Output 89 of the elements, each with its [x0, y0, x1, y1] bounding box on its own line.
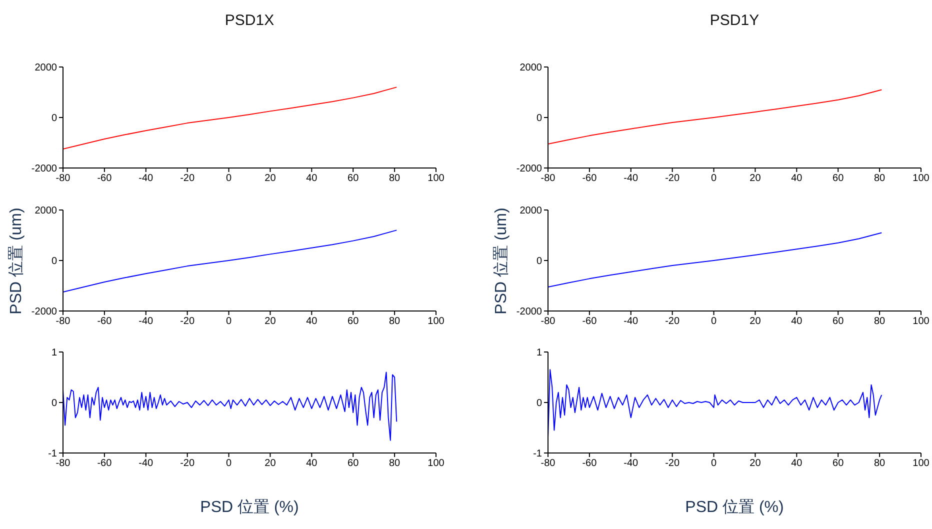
x-tick-label: 0	[710, 458, 717, 470]
x-tick-label: -40	[138, 458, 154, 470]
x-tick-label: -80	[540, 316, 556, 328]
x-tick-label: 0	[226, 173, 232, 184]
x-tick-label: 20	[750, 316, 762, 328]
line-series	[548, 232, 882, 288]
y-axis-title: PSD 位置 (um)	[7, 206, 26, 316]
x-tick-label: -20	[665, 173, 680, 184]
y-tick-label: 2000	[520, 62, 542, 74]
x-tick-label: -60	[582, 173, 598, 184]
x-tick-label: -20	[180, 173, 195, 184]
y-tick-label: -2000	[516, 306, 542, 318]
y-tick-label: 2000	[520, 206, 542, 217]
x-tick-label: -60	[582, 316, 598, 328]
x-tick-label: 80	[874, 173, 886, 184]
chart-title: PSD1Y	[708, 12, 760, 29]
x-tick-label: -60	[97, 173, 112, 184]
x-tick-label: -20	[180, 458, 195, 470]
x-axis-title: PSD 位置 (%)	[684, 498, 785, 518]
x-tick-label: 0	[226, 458, 232, 470]
x-tick-label: 20	[750, 173, 762, 184]
y-tick-label: 0	[51, 113, 58, 124]
x-tick-label: -80	[540, 458, 556, 470]
y-tick-label: 0	[536, 398, 542, 410]
y-axis-title: PSD 位置 (um)	[492, 206, 511, 316]
x-tick-label: 0	[226, 316, 232, 328]
x-tick-label: -60	[97, 458, 112, 470]
x-tick-label: 20	[264, 316, 276, 328]
y-tick-label: -1	[48, 448, 58, 460]
y-tick-label: -2000	[31, 164, 58, 175]
y-tick-label: -2000	[516, 164, 542, 175]
x-tick-label: 40	[306, 458, 318, 470]
x-tick-label: -40	[624, 316, 639, 328]
x-tick-label: 20	[264, 458, 276, 470]
y-tick-label: 0	[536, 113, 542, 124]
x-tick-label: 40	[791, 316, 803, 328]
x-tick-label: 80	[874, 316, 886, 328]
x-tick-label: 0	[710, 173, 717, 184]
x-tick-label: 60	[348, 173, 360, 184]
x-tick-label: 60	[832, 173, 844, 184]
x-tick-label: 0	[710, 316, 717, 328]
x-tick-label: 40	[791, 173, 803, 184]
x-tick-label: -20	[665, 458, 680, 470]
x-tick-label: -60	[582, 458, 598, 470]
x-tick-label: 40	[306, 173, 318, 184]
chart-title: PSD1X	[224, 12, 276, 29]
x-tick-label: 60	[348, 458, 360, 470]
x-tick-label: -60	[97, 316, 112, 328]
x-tick-label: 80	[388, 458, 401, 470]
x-tick-label: 20	[264, 173, 276, 184]
x-tick-label: 100	[912, 173, 930, 184]
x-tick-label: 40	[791, 458, 803, 470]
x-tick-label: 20	[750, 458, 762, 470]
x-tick-label: 80	[388, 173, 401, 184]
x-tick-label: 40	[306, 316, 318, 328]
line-series	[63, 372, 398, 441]
x-tick-label: -80	[56, 316, 71, 328]
x-tick-label: -20	[180, 316, 195, 328]
x-tick-label: -40	[138, 173, 154, 184]
x-tick-label: 100	[428, 173, 445, 184]
x-tick-label: -80	[56, 458, 71, 470]
y-tick-label: -2000	[31, 306, 58, 318]
line-series	[63, 86, 398, 150]
x-tick-label: 100	[912, 316, 930, 328]
y-tick-label: 2000	[34, 206, 58, 217]
x-tick-label: 80	[874, 458, 886, 470]
y-tick-label: 1	[536, 348, 542, 359]
x-tick-label: 100	[428, 316, 445, 328]
line-series	[63, 230, 398, 293]
line-series	[548, 89, 882, 145]
x-tick-label: 80	[388, 316, 401, 328]
x-tick-label: 60	[832, 316, 844, 328]
x-tick-label: 100	[428, 458, 445, 470]
x-tick-label: -20	[665, 316, 680, 328]
x-tick-label: -40	[624, 458, 639, 470]
x-tick-label: 60	[832, 458, 844, 470]
x-tick-label: -80	[540, 173, 556, 184]
y-tick-label: 1	[51, 348, 58, 359]
x-tick-label: 60	[348, 316, 360, 328]
x-tick-label: -40	[138, 316, 154, 328]
x-axis-title: PSD 位置 (%)	[199, 498, 300, 518]
y-tick-label: -1	[533, 448, 542, 460]
x-tick-label: 100	[912, 458, 930, 470]
y-tick-label: 0	[536, 256, 542, 268]
y-tick-label: 0	[51, 256, 58, 268]
y-tick-label: 0	[51, 398, 58, 410]
x-tick-label: -40	[624, 173, 639, 184]
x-tick-label: -80	[56, 173, 71, 184]
y-tick-label: 2000	[34, 62, 58, 74]
